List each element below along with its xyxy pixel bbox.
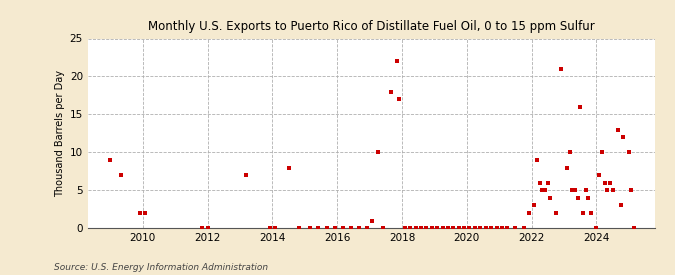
Point	[454, 226, 464, 230]
Point	[378, 226, 389, 230]
Point	[572, 196, 583, 200]
Point	[329, 226, 340, 230]
Point	[529, 203, 539, 208]
Point	[115, 173, 126, 177]
Point	[427, 226, 437, 230]
Point	[613, 127, 624, 132]
Point	[551, 211, 562, 215]
Point	[105, 158, 116, 162]
Point	[510, 226, 521, 230]
Point	[196, 226, 207, 230]
Point	[338, 226, 348, 230]
Y-axis label: Thousand Barrels per Day: Thousand Barrels per Day	[55, 70, 65, 197]
Point	[240, 173, 251, 177]
Point	[305, 226, 316, 230]
Point	[443, 226, 454, 230]
Point	[543, 180, 554, 185]
Point	[502, 226, 513, 230]
Point	[486, 226, 497, 230]
Point	[475, 226, 486, 230]
Point	[564, 150, 575, 155]
Point	[202, 226, 213, 230]
Point	[367, 218, 377, 223]
Point	[545, 196, 556, 200]
Point	[410, 226, 421, 230]
Point	[537, 188, 547, 192]
Point	[575, 104, 586, 109]
Point	[556, 67, 567, 71]
Point	[313, 226, 324, 230]
Point	[470, 226, 481, 230]
Point	[580, 188, 591, 192]
Point	[626, 188, 637, 192]
Point	[437, 226, 448, 230]
Point	[532, 158, 543, 162]
Point	[394, 97, 405, 101]
Point	[608, 188, 618, 192]
Text: Source: U.S. Energy Information Administration: Source: U.S. Energy Information Administ…	[54, 263, 268, 272]
Point	[321, 226, 332, 230]
Point	[583, 196, 594, 200]
Point	[618, 135, 628, 139]
Point	[265, 226, 275, 230]
Point	[524, 211, 535, 215]
Point	[459, 226, 470, 230]
Point	[605, 180, 616, 185]
Point	[480, 226, 491, 230]
Point	[421, 226, 432, 230]
Point	[284, 165, 294, 170]
Point	[362, 226, 373, 230]
Point	[135, 211, 146, 215]
Point	[140, 211, 151, 215]
Point	[491, 226, 502, 230]
Point	[346, 226, 356, 230]
Point	[624, 150, 634, 155]
Point	[518, 226, 529, 230]
Point	[431, 226, 442, 230]
Point	[269, 226, 280, 230]
Point	[391, 59, 402, 64]
Point	[405, 226, 416, 230]
Point	[585, 211, 596, 215]
Point	[567, 188, 578, 192]
Point	[597, 150, 608, 155]
Point	[540, 188, 551, 192]
Point	[354, 226, 364, 230]
Point	[415, 226, 426, 230]
Point	[294, 226, 304, 230]
Point	[464, 226, 475, 230]
Point	[593, 173, 604, 177]
Point	[561, 165, 572, 170]
Point	[591, 226, 602, 230]
Point	[373, 150, 383, 155]
Point	[496, 226, 507, 230]
Point	[577, 211, 588, 215]
Point	[616, 203, 626, 208]
Point	[599, 180, 610, 185]
Point	[629, 226, 640, 230]
Point	[601, 188, 612, 192]
Title: Monthly U.S. Exports to Puerto Rico of Distillate Fuel Oil, 0 to 15 ppm Sulfur: Monthly U.S. Exports to Puerto Rico of D…	[148, 20, 595, 33]
Point	[569, 188, 580, 192]
Point	[386, 89, 397, 94]
Point	[535, 180, 545, 185]
Point	[448, 226, 458, 230]
Point	[399, 226, 410, 230]
